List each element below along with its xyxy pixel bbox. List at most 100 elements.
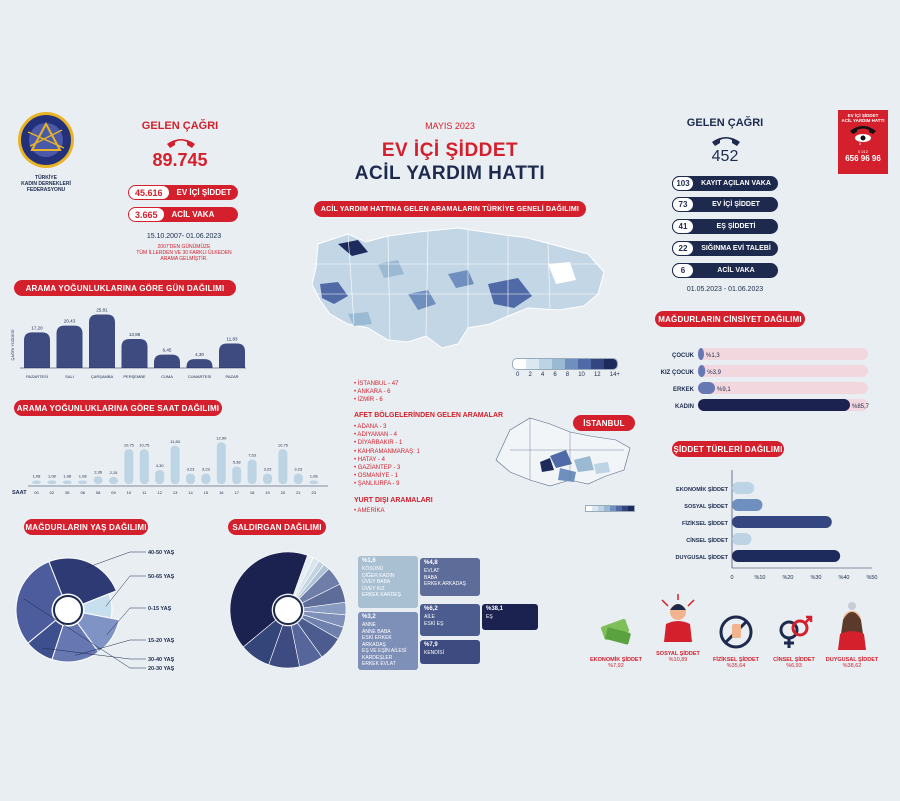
federation-logo: TÜRKİYE KADIN DERNEKLERİ FEDERASYONU (15, 110, 77, 193)
hour-bar (186, 473, 195, 484)
hour-tick-label: 11 (142, 490, 147, 495)
hour-tick-label: 14 (188, 490, 193, 495)
day-bar-value: 25,81 (96, 308, 108, 313)
gender-chart: ÇOCUK %1,3 KIZ ÇOCUK %3,9 ERKEK %9,1 KADIN %85,… (661, 348, 870, 411)
hour-bar-value: 4,30 (156, 463, 165, 468)
scale-swatch (604, 359, 617, 369)
right-call-item-es: 41 EŞ ŞİDDETİ (672, 219, 778, 234)
hour-bar (309, 480, 319, 484)
gender-bar (698, 365, 706, 377)
disaster-city-item: • HATAY - 4 (354, 456, 385, 463)
hour-tick-label: 17 (234, 490, 239, 495)
attacker-donut-hole (273, 595, 303, 625)
age-slice-label: 40-50 YAŞ (148, 550, 175, 556)
hour-bar-value: 1,08 (310, 474, 319, 479)
gender-bar-track (698, 382, 868, 394)
hour-tick-label: 08 (96, 490, 101, 495)
day-bar-value: 13,98 (129, 332, 141, 337)
crying-eye-phone-icon (850, 126, 876, 145)
gender-value: %9,1 (717, 387, 731, 393)
hour-bar (247, 459, 257, 484)
left-calls-total: 89.745 (152, 150, 208, 170)
age-leader-line (75, 639, 146, 656)
day-bar-category: SALI (65, 374, 74, 379)
gender-bar-track (698, 365, 868, 377)
hour-tick-label: 12 (157, 490, 162, 495)
hour-bar-value: 11,83 (170, 439, 180, 444)
hour-bar-value: 1,08 (33, 474, 42, 479)
scale-swatch (565, 359, 578, 369)
violence-category: SOSYAL ŞİDDET (684, 503, 728, 510)
day-chart-title: ARAMA YOĞUNLUKLARINA GÖRE GÜN DAĞILIMI (14, 280, 236, 296)
day-bar-category: PAZARTESİ (26, 374, 48, 379)
gender-value: %1,3 (706, 353, 720, 359)
left-date-range: 15.10.2007- 01.06.2023 (146, 233, 222, 240)
gender-bar (698, 399, 850, 411)
violence-x-tick: %30 (810, 575, 821, 581)
right-calls-title: GELEN ÇAĞRI (686, 117, 764, 129)
hour-tick-label: 20 (281, 490, 286, 495)
phone-icon (167, 139, 195, 148)
hour-tick-label: 06 (80, 490, 85, 495)
hour-tick-label: 00 (34, 490, 39, 495)
hour-bar-value: 3,23 (294, 467, 303, 472)
attacker-slice (229, 551, 308, 648)
day-bar-category: CUMA (161, 374, 173, 379)
disaster-city-item: • OSMANİYE - 1 (354, 473, 399, 480)
age-leader-line (86, 551, 146, 569)
hour-bar-value: 3,23 (202, 467, 211, 472)
scale-swatch (552, 359, 565, 369)
hour-tick-label: 19 (265, 490, 270, 495)
age-slice-label: 50-65 YAŞ (148, 574, 175, 580)
hour-bar-value: 10,75 (278, 442, 289, 447)
scale-swatch (513, 359, 526, 369)
violence-bar (732, 499, 763, 511)
phone-icon (712, 137, 740, 146)
disaster-city-item: • DİYARBAKIR - 1 (354, 440, 403, 447)
violence-x-tick: %10 (754, 575, 765, 581)
gender-category: ERKEK (673, 387, 695, 393)
day-bar-value: 4,30 (195, 352, 204, 357)
stressed-person-icon (661, 594, 695, 642)
hour-bar-value: 3,23 (264, 467, 273, 472)
age-leader-line (42, 647, 146, 660)
day-bar (89, 314, 115, 368)
disaster-city-item: • ŞANLIURFA - 9 (354, 481, 400, 488)
hour-bar-value: 1,08 (79, 474, 88, 479)
hour-bar (93, 476, 103, 484)
day-bar-value: 6,45 (163, 348, 172, 353)
header-month: MAYIS 2023 (425, 121, 475, 131)
sad-person-icon (838, 602, 866, 650)
hour-bar (62, 480, 72, 484)
gender-bar (698, 348, 704, 360)
gender-category: KIZ ÇOCUK (661, 370, 695, 376)
scale-swatch (578, 359, 591, 369)
day-bar (186, 359, 213, 368)
age-slice (15, 561, 63, 644)
day-bar-category: CUMARTESİ (188, 374, 211, 379)
attacker-legend-2: %4,8 EVLAT BABA ERKEK ARKADAŞ (420, 558, 480, 596)
day-bar-value: 11,83 (227, 336, 238, 341)
attacker-slice (242, 619, 284, 666)
day-bar (24, 332, 50, 368)
hour-bar-value: 7,53 (248, 453, 257, 458)
hour-bar (32, 480, 41, 484)
violence-icon-sexual: CİNSEL ŞİDDET %6,93 (766, 612, 822, 669)
day-bar-category: PAZAR (225, 374, 238, 379)
hour-bar (278, 449, 288, 484)
abroad-item: • AMERİKA (354, 508, 385, 514)
scale-label: 14+ (609, 372, 620, 378)
scale-swatch (539, 359, 552, 369)
hour-tick-label: 18 (250, 490, 255, 495)
age-slice-label: 20-30 YAŞ (148, 666, 175, 672)
abroad-list: • AMERİKA (354, 507, 384, 515)
hour-bar-value: 1,08 (63, 474, 72, 479)
hour-bar-value: 2,36 (94, 469, 103, 474)
attacker-legend-6: %7,9 KENDİSİ (420, 640, 480, 664)
violence-bar (732, 516, 832, 528)
gender-bar-track (698, 348, 868, 360)
scale-label: 8 (565, 372, 570, 378)
disaster-city-item: • ADIYAMAN - 4 (354, 432, 397, 439)
attacker-legend-3: %3,2 ANNE ANNE BABA ESKİ ERKEK ARKADAŞ E… (358, 612, 418, 670)
hour-bar-value: 12,90 (216, 435, 227, 440)
